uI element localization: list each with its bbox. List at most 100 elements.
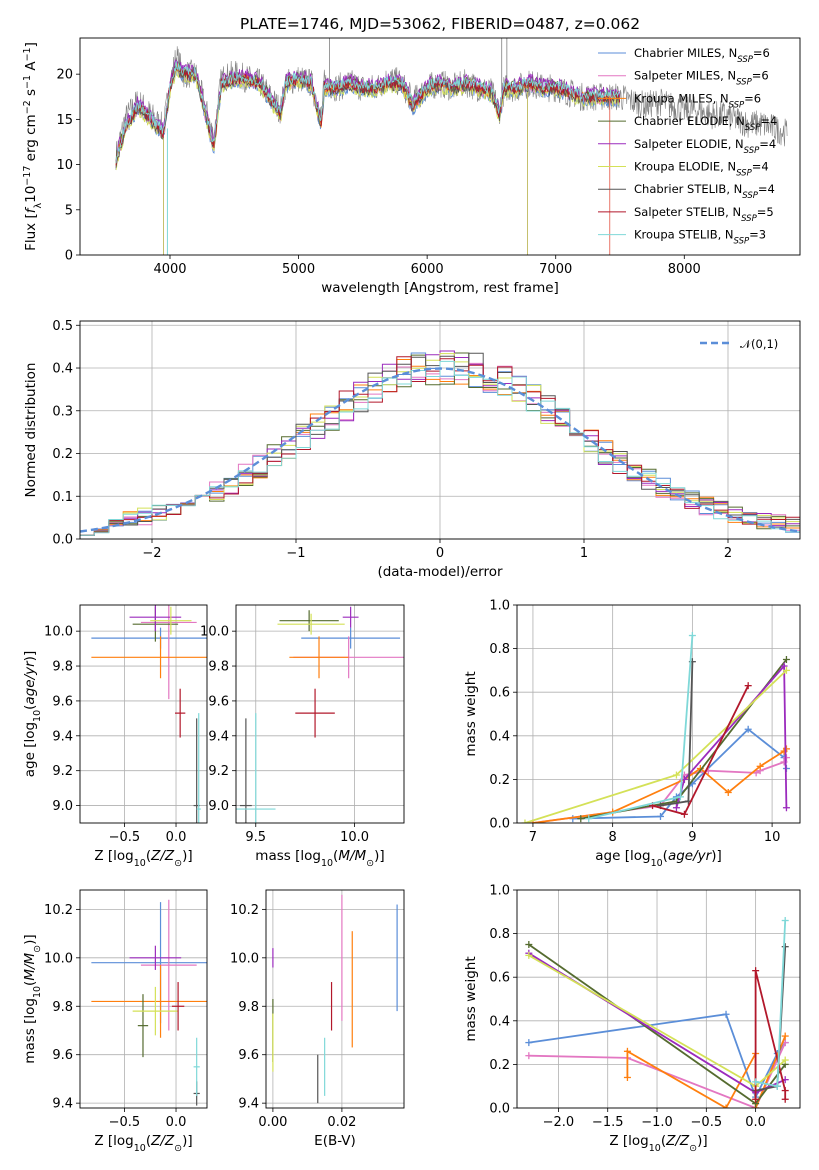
x-axis-label-part: log	[113, 848, 134, 864]
panel-mass_vs_Z: −0.5 0.09.49.69.810.010.2Z [log10(Z/Z⊙)]m…	[22, 889, 208, 1154]
y-tick-label: 9.8	[238, 1000, 259, 1015]
y-tick-label: 9.0	[208, 799, 229, 814]
legend-subscript: SSP	[744, 146, 760, 156]
x-axis-label-part: ⊙	[366, 858, 374, 869]
legend-entry-chabrier-stelib: Chabrier STELIB, NSSP=4	[634, 182, 775, 201]
y-tick-label: 15	[56, 113, 73, 128]
y-tick-label: 9.6	[52, 694, 73, 709]
x-tick-label: 10.0	[340, 830, 369, 845]
y-tick-label: 10.0	[44, 625, 73, 640]
y-tick-label: 0.0	[52, 533, 73, 548]
x-axis-label-part: )]	[711, 848, 722, 864]
axes-frame	[516, 604, 801, 824]
x-tick-label: 8	[609, 830, 617, 845]
legend-value: =5	[757, 205, 774, 219]
x-axis-label-part: (	[661, 1133, 666, 1149]
y-tick-label: 9.8	[52, 1000, 73, 1015]
y-axis-label: age [log10(age/yr)]	[22, 651, 43, 777]
y-tick-label: 0.2	[489, 1058, 510, 1073]
axes-frame	[235, 604, 405, 824]
legend-value: =6	[752, 69, 769, 83]
x-axis-label-part: Z/Z	[150, 848, 175, 864]
x-tick-label: 5000	[282, 262, 315, 277]
plot-area	[236, 606, 404, 823]
y-axis-label-part: f	[23, 206, 39, 213]
y-axis-label-part: mass weight	[463, 956, 479, 1041]
errorbar-chabrier-elodie	[279, 610, 339, 632]
y-tick-label: 9.2	[52, 764, 73, 779]
y-axis-label-part: s	[23, 89, 39, 100]
x-axis-label-part: Z [	[609, 1133, 628, 1149]
x-tick-label: 7	[529, 830, 537, 845]
legend-subscript: SSP	[742, 191, 758, 201]
legend-subscript: SSP	[737, 55, 753, 65]
y-tick-label: 9.4	[238, 1097, 259, 1112]
x-axis-label-part: 10	[651, 858, 663, 869]
spectrum-model-chabrier-elodie	[115, 60, 621, 164]
y-tick-label: 20	[56, 68, 73, 83]
plot-area	[91, 605, 207, 823]
series-line	[652, 685, 750, 816]
y-axis-label-part: )]	[22, 934, 38, 945]
errorbar-salpeter-stelib	[174, 688, 186, 738]
legend-value: =4	[758, 182, 775, 196]
series-kroupa-miles	[529, 745, 790, 823]
x-axis-label: wavelength [Angstrom, rest frame]	[321, 280, 559, 296]
panel-age_vs_Z: −0.5 0.09.09.29.49.69.810.0Z [log10(Z/Z⊙)…	[22, 604, 208, 869]
y-tick-label: 0.0	[489, 817, 510, 832]
errorbar-chabrier-miles	[301, 627, 401, 649]
legend-value: =4	[759, 137, 776, 151]
x-axis-label-part: M/M	[338, 848, 366, 864]
y-axis-label: mass [log10(M/M⊙)]	[22, 934, 43, 1063]
y-axis-label-part: −2	[22, 100, 33, 114]
x-tick-label: −1.5	[592, 1115, 624, 1130]
y-tick-label: 9.4	[52, 729, 73, 744]
y-tick-label: 10.2	[44, 903, 73, 918]
x-axis-label-part: )]	[697, 1133, 708, 1149]
y-axis-label: mass weight	[463, 671, 479, 756]
y-axis-label-part: log	[22, 998, 38, 1019]
legend-subscript: SSP	[745, 123, 761, 133]
x-axis-label-part: age [	[595, 848, 630, 864]
y-tick-label: 9.8	[208, 660, 229, 675]
x-axis-label-part: 10	[321, 858, 333, 869]
x-axis-label-part: 10	[134, 1143, 146, 1154]
x-axis-label: Z [log10(Z/Z⊙)]	[94, 848, 192, 869]
x-axis-label-part: (	[333, 848, 338, 864]
legend-entry-kroupa-elodie: Kroupa ELODIE, NSSP=4	[634, 160, 769, 179]
panel-age_vs_mass: 9.5 10.0 9.0 9.2 9.4 9.6 9.8 10.0 mass [log10(M/…	[200, 604, 405, 869]
x-tick-label: 0	[436, 546, 444, 561]
errorbar-kroupa-elodie	[150, 606, 192, 635]
x-tick-label: −2	[142, 546, 161, 561]
legend-value: =4	[752, 160, 769, 174]
legend-text: Salpeter ELODIE, N	[634, 137, 744, 151]
x-axis-label-part: Z/Z	[150, 1133, 175, 1149]
legend-text: Chabrier ELODIE, N	[634, 114, 745, 128]
x-tick-label: 0.00	[258, 1115, 287, 1130]
y-axis-label: mass weight	[463, 956, 479, 1041]
errorbar-kroupa-stelib	[236, 713, 276, 823]
y-tick-label: 9.0	[52, 799, 73, 814]
y-axis-label-part: ⊙	[32, 945, 43, 953]
normal-curve	[80, 367, 800, 533]
y-axis-label-part: )]	[22, 651, 38, 662]
legend-text: Chabrier STELIB, N	[634, 182, 742, 196]
y-tick-label: 0.2	[52, 447, 73, 462]
y-tick-label: 10.0	[230, 951, 259, 966]
axes-frame	[516, 889, 801, 1109]
y-axis-label-part: mass [	[22, 1019, 38, 1064]
panel-mass_vs_EBV: 0.00 0.02 9.4 9.6 9.8 10.0 10.2 E(B-V)	[230, 889, 405, 1149]
y-axis-label-part: 10	[32, 710, 43, 722]
y-tick-label: 0.4	[52, 362, 73, 377]
y-tick-label: 1.0	[489, 884, 510, 899]
y-tick-label: 10.0	[200, 625, 229, 640]
x-axis-label-part: ⊙	[689, 1143, 697, 1154]
y-axis-label-part: (	[22, 705, 38, 710]
legend-entry-chabrier-elodie: Chabrier ELODIE, NSSP=4	[634, 114, 777, 133]
x-axis-label-part: (data-model)/error	[377, 564, 503, 580]
y-tick-label: 0	[65, 249, 73, 264]
x-axis-label-part: )]	[182, 1133, 193, 1149]
x-tick-label: −1	[286, 546, 305, 561]
